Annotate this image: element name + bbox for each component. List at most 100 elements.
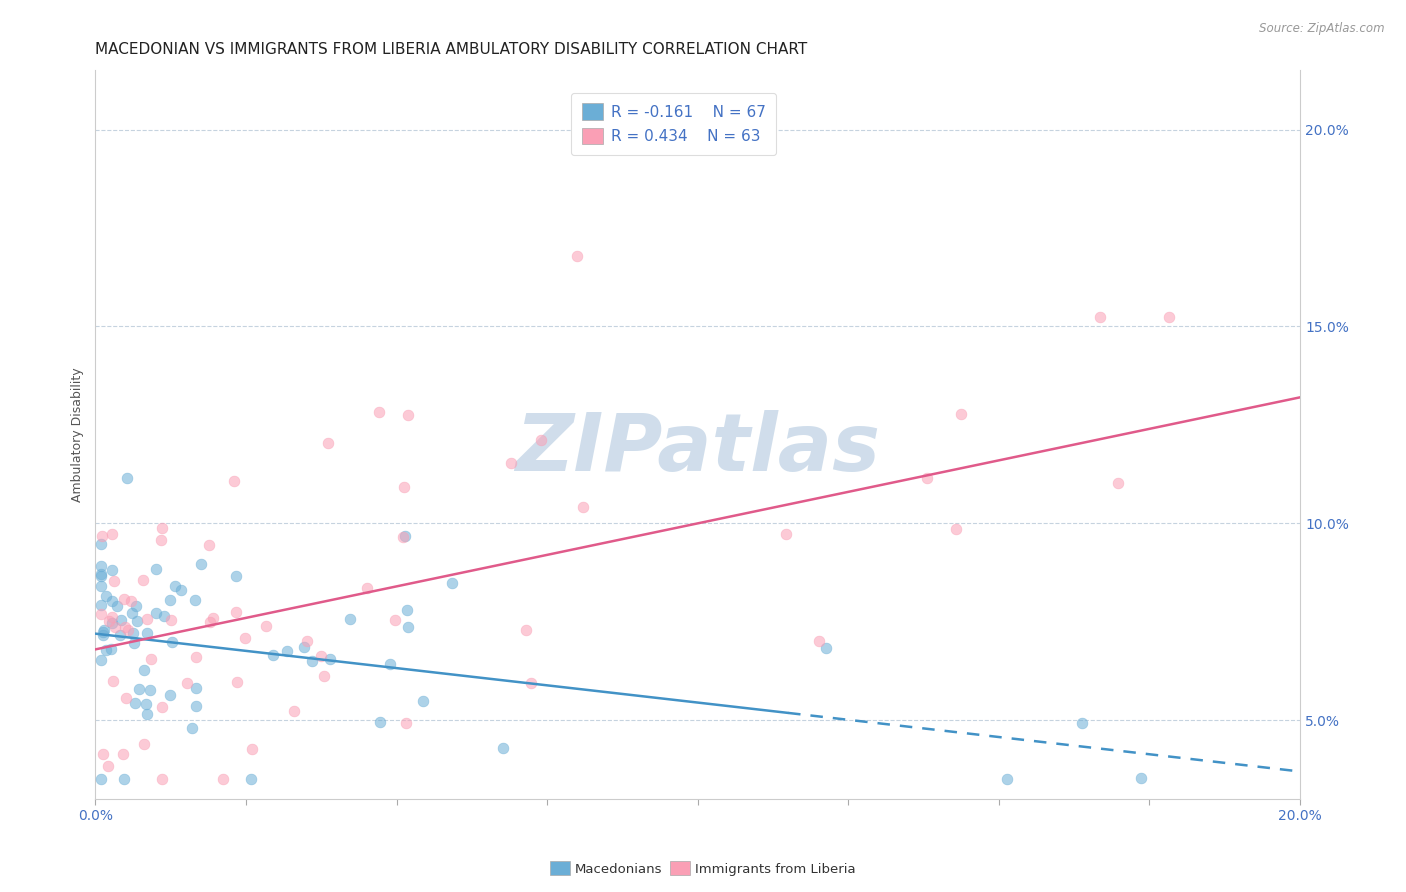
Point (90, 599, 112, 613)
Point (915, 471, 938, 485)
Point (262, 648, 284, 662)
Point (567, 248, 589, 262)
Point (128, 682, 150, 697)
Point (125, 615, 148, 629)
Point (412, 694, 434, 708)
Point (110, 613, 132, 627)
Point (519, 676, 541, 690)
Point (945, 522, 967, 536)
Point (90, 607, 112, 622)
Point (104, 620, 127, 634)
Point (93, 747, 115, 762)
Point (90, 569, 112, 583)
Point (90, 537, 112, 551)
Point (235, 631, 257, 645)
Point (184, 592, 207, 607)
Point (91, 628, 114, 642)
Point (122, 636, 145, 650)
Point (165, 579, 187, 593)
Point (292, 640, 315, 654)
Point (295, 633, 318, 648)
Point (501, 456, 523, 470)
Point (492, 740, 515, 755)
Point (180, 721, 202, 735)
Point (139, 683, 162, 698)
Point (105, 599, 128, 614)
Legend: R = -0.161    N = 67, R = 0.434    N = 63: R = -0.161 N = 67, R = 0.434 N = 63 (571, 93, 776, 155)
Point (1070, 715, 1092, 730)
Point (314, 669, 336, 683)
Text: Source: ZipAtlas.com: Source: ZipAtlas.com (1260, 22, 1385, 36)
Point (90, 529, 112, 543)
Point (94, 643, 117, 657)
Point (1107, 476, 1129, 491)
Point (950, 407, 973, 421)
Point (212, 772, 235, 787)
Point (316, 436, 339, 450)
Point (394, 529, 416, 543)
Point (90, 772, 112, 787)
Point (254, 619, 277, 633)
Point (135, 697, 157, 711)
Point (101, 527, 124, 541)
Point (395, 602, 418, 616)
Point (131, 573, 153, 587)
Point (101, 615, 124, 630)
Point (125, 599, 148, 614)
Point (150, 533, 173, 548)
Point (114, 620, 136, 634)
Point (378, 657, 401, 671)
Point (97, 759, 120, 773)
Point (93, 623, 115, 637)
Legend: Macedonians, Immigrants from Liberia: Macedonians, Immigrants from Liberia (544, 856, 862, 881)
Point (283, 705, 305, 719)
Point (112, 592, 135, 607)
Point (134, 663, 156, 677)
Point (145, 562, 167, 576)
Point (202, 611, 225, 625)
Point (101, 563, 124, 577)
Point (101, 674, 124, 689)
Point (90, 579, 112, 593)
Point (120, 594, 142, 608)
Point (94, 589, 117, 603)
Point (136, 626, 159, 640)
Point (184, 698, 207, 713)
Point (394, 716, 416, 731)
Point (1130, 771, 1153, 785)
Point (368, 714, 391, 729)
Point (145, 607, 167, 621)
Point (121, 606, 143, 620)
Point (396, 408, 419, 422)
Point (225, 674, 247, 689)
Point (90, 559, 112, 574)
Point (90, 566, 112, 581)
Point (115, 471, 138, 485)
Point (815, 641, 838, 656)
Point (311, 649, 333, 664)
Point (141, 652, 163, 666)
Text: MACEDONIAN VS IMMIGRANTS FROM LIBERIA AMBULATORY DISABILITY CORRELATION CHART: MACEDONIAN VS IMMIGRANTS FROM LIBERIA AM… (96, 42, 807, 57)
Point (153, 608, 176, 623)
Point (122, 625, 145, 640)
Point (225, 606, 247, 620)
Point (530, 434, 553, 448)
Point (394, 480, 416, 494)
Point (775, 527, 797, 541)
Point (808, 634, 831, 648)
Point (124, 696, 146, 710)
Point (162, 635, 184, 649)
Point (97, 614, 120, 628)
Point (384, 613, 406, 627)
Point (441, 576, 464, 591)
Point (240, 742, 263, 756)
Point (391, 530, 413, 544)
Point (1088, 310, 1111, 325)
Point (160, 613, 183, 627)
Point (995, 772, 1018, 787)
Point (176, 676, 198, 690)
Point (319, 651, 342, 665)
Point (103, 574, 125, 588)
Point (276, 644, 298, 658)
Point (159, 593, 181, 607)
